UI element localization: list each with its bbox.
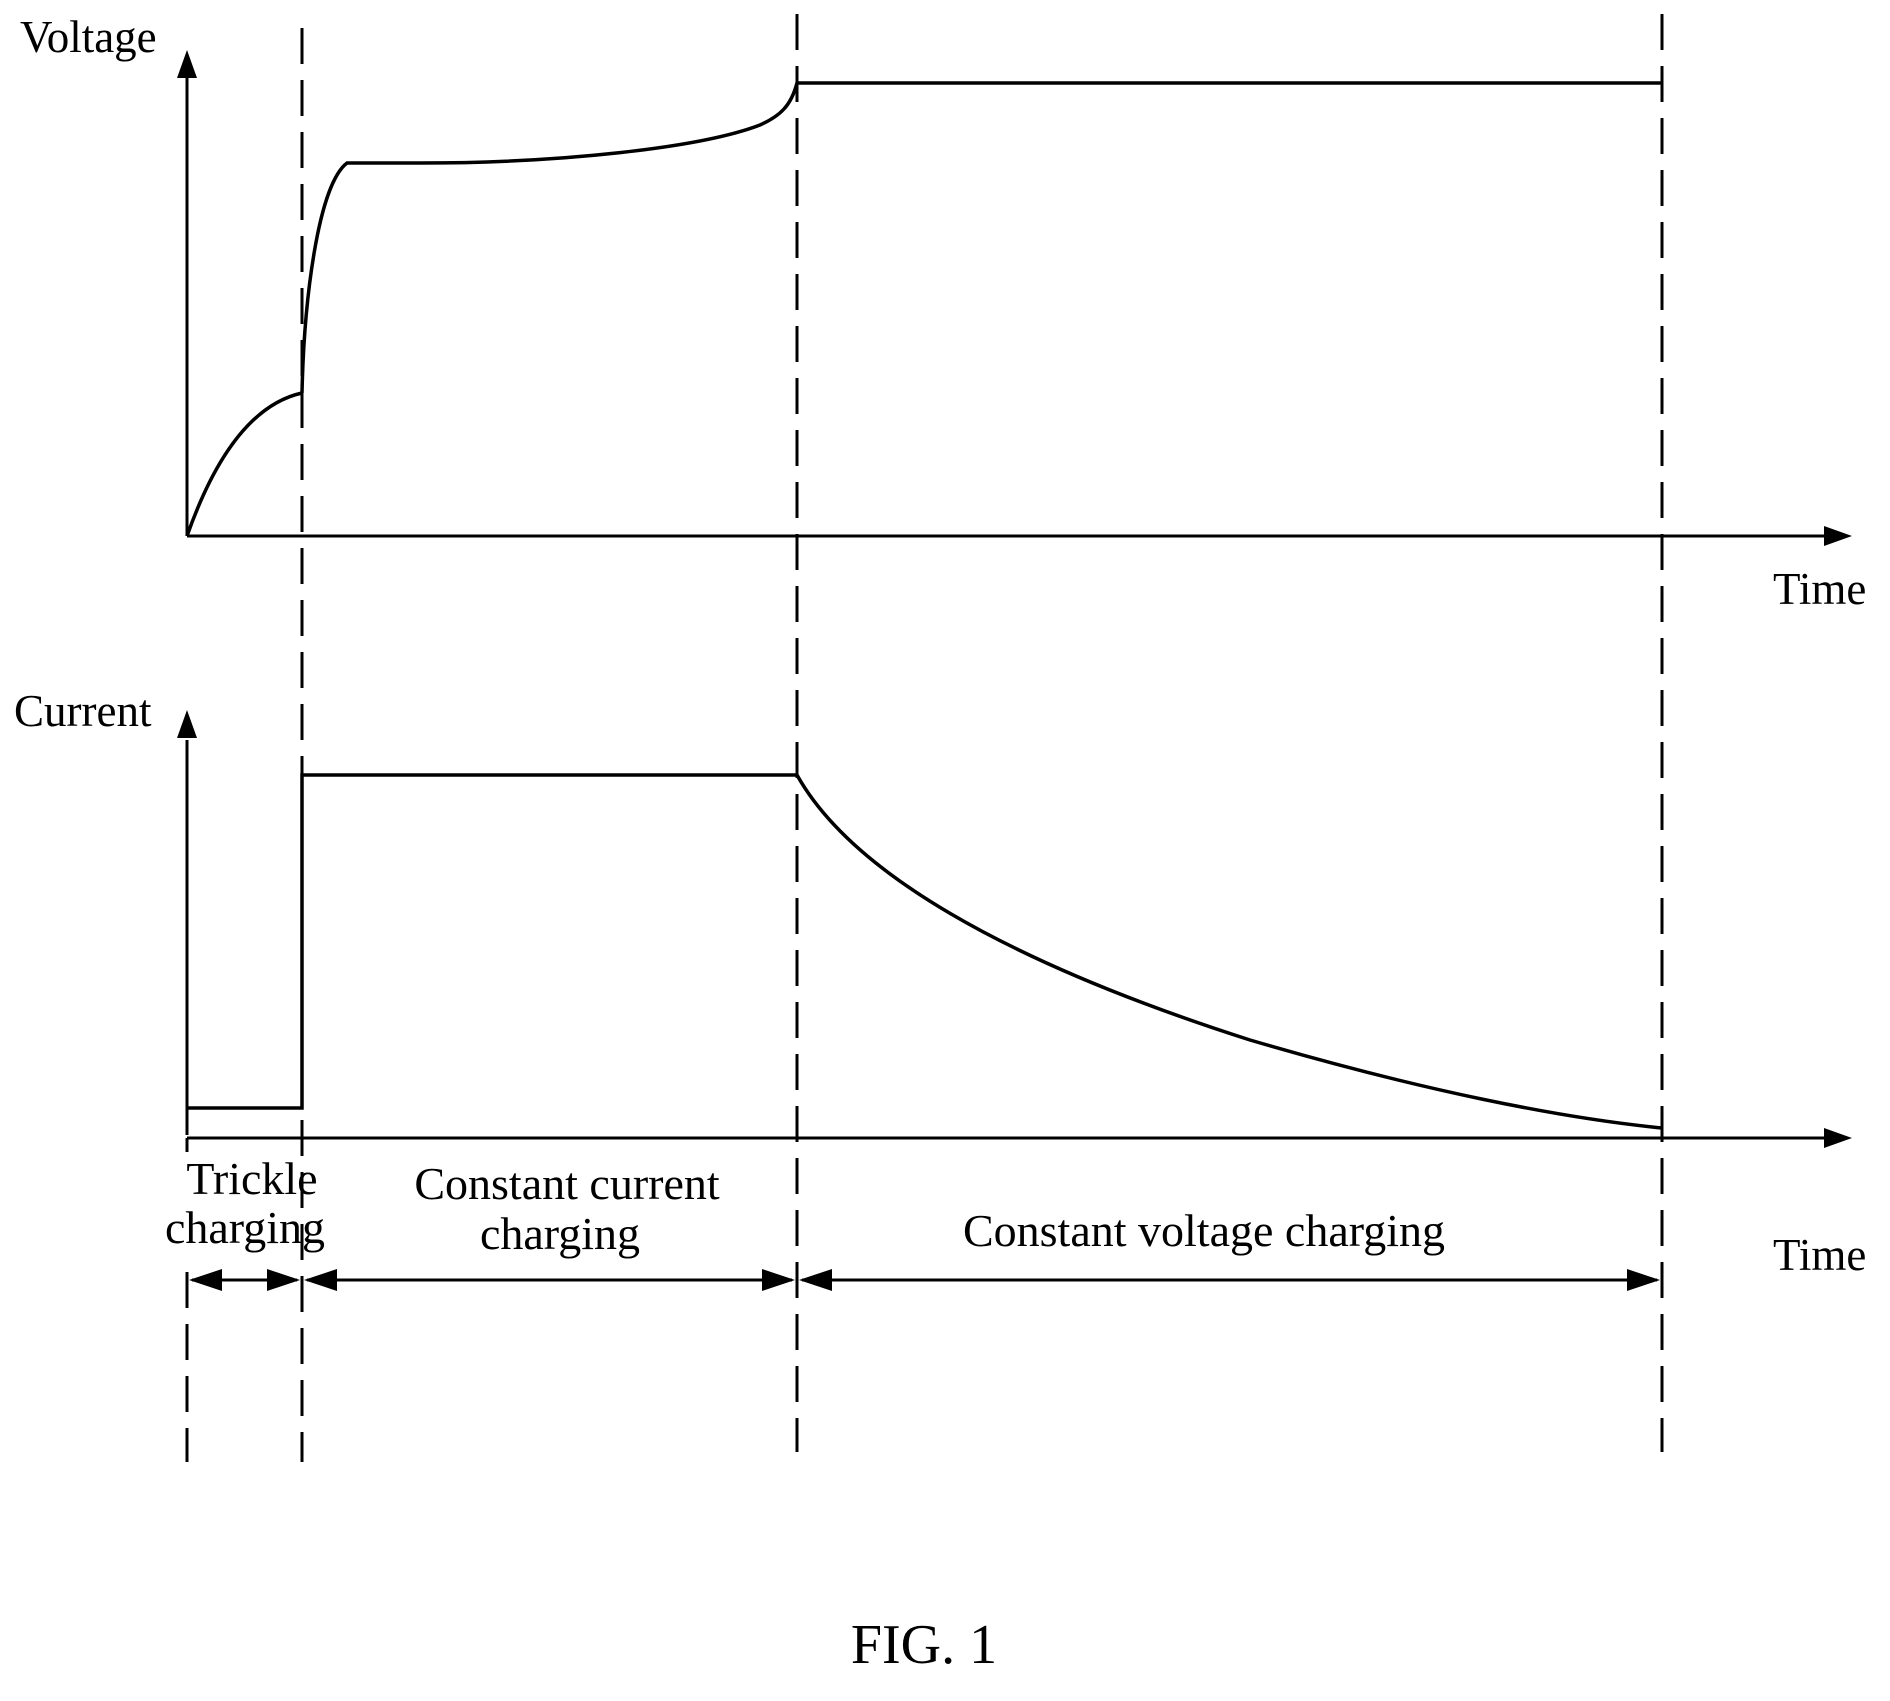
figure-caption: FIG. 1 — [851, 1614, 997, 1676]
voltage-curve — [187, 83, 1662, 536]
phase-trickle-label-line1: Trickle — [186, 1153, 317, 1204]
current-y-axis-label: Current — [14, 686, 152, 736]
phase-trickle-label-line2: charging — [165, 1202, 325, 1253]
voltage-x-arrowhead — [1824, 526, 1852, 546]
current-curve — [187, 775, 1662, 1128]
phase-duration-arrows — [189, 1269, 1660, 1291]
phase-cc-label-line1: Constant current — [414, 1158, 720, 1209]
voltage-x-axis-label: Time — [1773, 564, 1866, 614]
cc-duration-arrow — [304, 1269, 795, 1291]
phase-cc-label-line2: charging — [480, 1208, 640, 1259]
trickle-duration-arrow — [189, 1269, 300, 1291]
current-x-axis-label: Time — [1773, 1230, 1866, 1280]
current-x-arrowhead — [1824, 1128, 1852, 1148]
current-y-arrowhead — [177, 710, 197, 738]
voltage-y-arrowhead — [177, 50, 197, 78]
voltage-y-axis-label: Voltage — [20, 12, 157, 62]
cv-duration-arrow — [799, 1269, 1660, 1291]
voltage-axes — [177, 50, 1852, 546]
phase-cv-label: Constant voltage charging — [963, 1205, 1445, 1256]
